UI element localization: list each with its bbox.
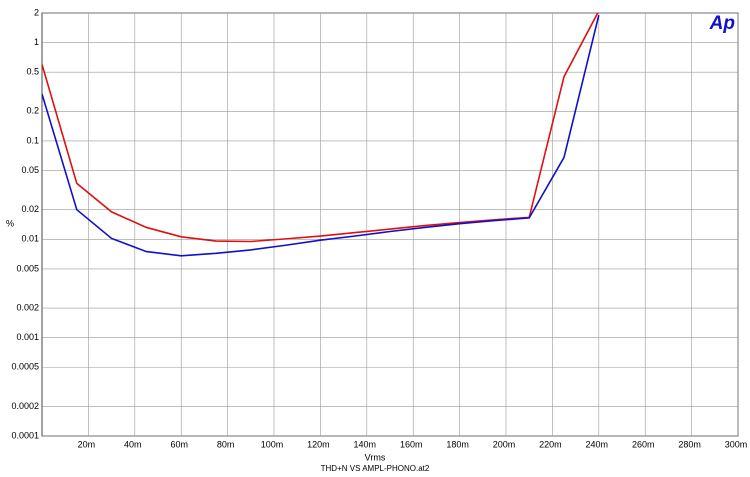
- y-tick-label: 0.01: [21, 234, 39, 244]
- x-tick-label: 60m: [170, 439, 188, 449]
- x-tick-label: 300m: [725, 439, 748, 449]
- x-tick-label: 240m: [586, 439, 609, 449]
- y-tick-label: 0.0002: [11, 401, 39, 411]
- x-tick-label: 220m: [539, 439, 562, 449]
- data-line: [42, 15, 600, 257]
- y-tick-label: 1: [34, 37, 39, 47]
- y-tick-label: 0.002: [16, 302, 39, 312]
- caption: THD+N VS AMPL-PHONO.at2: [321, 464, 430, 473]
- y-tick-label: 0.005: [16, 263, 39, 273]
- y-tick-label: 2: [34, 7, 39, 17]
- y-tick-label: 0.1: [26, 135, 39, 145]
- x-axis-label: Vrms: [365, 452, 386, 462]
- y-tick-label: 0.0001: [11, 430, 39, 440]
- logo: Ap: [709, 13, 735, 34]
- x-tick-label: 80m: [217, 439, 235, 449]
- y-tick-label: 0.5: [26, 67, 39, 77]
- x-tick-label: 20m: [78, 439, 96, 449]
- y-tick-label: 0.2: [26, 106, 39, 116]
- y-tick-label: 0.02: [21, 204, 39, 214]
- y-tick-label: 0.0005: [11, 362, 39, 372]
- y-tick-label: 0.001: [16, 332, 39, 342]
- x-tick-label: 120m: [307, 439, 330, 449]
- x-tick-label: 260m: [632, 439, 655, 449]
- y-tick-label: 0.05: [21, 165, 39, 175]
- x-tick-label: 140m: [354, 439, 377, 449]
- x-tick-label: 200m: [493, 439, 516, 449]
- x-tick-label: 280m: [678, 439, 701, 449]
- x-tick-label: 100m: [261, 439, 284, 449]
- x-tick-label: 160m: [400, 439, 423, 449]
- y-axis-label: %: [6, 218, 14, 228]
- plot-frame: [41, 12, 739, 437]
- x-tick-label: 180m: [446, 439, 469, 449]
- x-tick-label: 40m: [124, 439, 142, 449]
